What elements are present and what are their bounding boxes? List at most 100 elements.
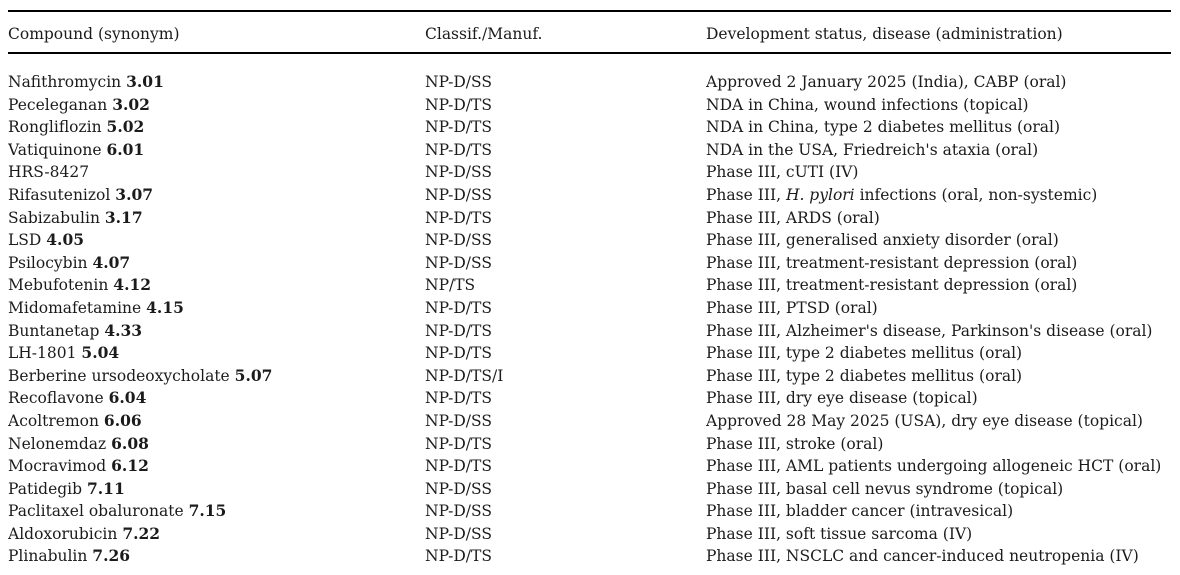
compound-cell: Peceleganan 3.02 [8,94,150,114]
classif-manuf-cell: NP-D/TS [425,434,492,453]
compound-cell: Sabizabulin 3.17 [8,207,143,227]
compound-table: Compound (synonym) Classif./Manuf. Devel… [8,10,1171,568]
compound-number: 7.11 [86,478,125,498]
column-header-development-status: Development status, disease (administrat… [706,25,1063,43]
compound-cell: Psilocybin 4.07 [8,252,131,272]
table-row: Buntanetap 4.33 NP-D/TS Phase III, Alzheim… [8,320,1171,343]
table-row: Psilocybin 4.07 NP-D/SS Phase III, treatme… [8,252,1171,275]
development-status-cell: NDA in China, type 2 diabetes mellitus (… [706,118,1061,137]
table-row: Acoltremon 6.06 NP-D/SS Approved 28 May 20… [8,410,1171,433]
compound-number: 4.05 [46,230,85,250]
compound-cell: Paclitaxel obaluronate 7.15 [8,501,227,521]
compound-cell: Buntanetap 4.33 [8,320,143,340]
compound-number: 3.07 [115,184,154,204]
table-row: Paclitaxel obaluronate 7.15 NP-D/SS Phase … [8,500,1171,523]
classif-manuf-cell: NP-D/TS [425,321,492,340]
development-status-cell: Phase III, basal cell nevus syndrome (to… [706,479,1064,498]
table-row: Rifasutenizol 3.07 NP-D/SS Phase III, H. p… [8,184,1171,207]
compound-number: 5.04 [81,343,120,363]
development-status-cell: Phase III, treatment-resistant depressio… [706,276,1078,295]
classif-manuf-cell: NP-D/SS [425,253,492,272]
table-row: Nafithromycin 3.01 NP-D/SS Approved 2 Janu… [8,53,1171,94]
compound-number: 4.07 [92,252,131,272]
compound-cell: Nafithromycin 3.01 [8,72,164,91]
column-header-compound: Compound (synonym) [8,25,180,43]
development-status-cell: Phase III, ARDS (oral) [706,208,880,227]
compound-cell: LH-1801 5.04 [8,343,120,363]
compound-cell: Mocravimod 6.12 [8,456,149,476]
compound-cell: Aldoxorubicin 7.22 [8,523,161,543]
table-row: Vatiquinone 6.01 NP-D/TS NDA in the USA, F… [8,139,1171,162]
compound-number: 4.12 [113,275,152,295]
table-row: Recoflavone 6.04 NP-D/TS Phase III, dry ey… [8,387,1171,410]
development-status-cell: Phase III, PTSD (oral) [706,298,878,317]
classif-manuf-cell: NP-D/SS [425,185,492,204]
development-status-cell: Phase III, AML patients undergoing allog… [706,457,1162,476]
development-status-cell: Phase III, dry eye disease (topical) [706,389,978,408]
compound-number: 5.07 [234,365,273,385]
journal-table-page: Compound (synonym) Classif./Manuf. Devel… [0,10,1180,575]
development-status-cell: Approved 28 May 2025 (USA), dry eye dise… [706,411,1143,430]
development-status-cell: NDA in China, wound infections (topical) [706,95,1029,114]
classif-manuf-cell: NP-D/SS [425,411,492,430]
compound-cell: Vatiquinone 6.01 [8,139,145,159]
compound-cell: Rongliflozin 5.02 [8,117,145,137]
classif-manuf-cell: NP-D/SS [425,524,492,543]
compound-number: 7.26 [92,546,131,566]
classif-manuf-cell: NP-D/SS [425,73,492,91]
table-row: Patidegib 7.11 NP-D/SS Phase III, basal ce… [8,478,1171,501]
table-row: Rongliflozin 5.02 NP-D/TS NDA in China, ty… [8,116,1171,139]
compound-number: 6.01 [106,139,145,159]
classif-manuf-cell: NP-D/TS [425,118,492,137]
classif-manuf-cell: NP-D/TS [425,457,492,476]
compound-number: 3.02 [112,94,150,114]
table-row: LH-1801 5.04 NP-D/TS Phase III, type 2 dia… [8,342,1171,365]
compound-cell: Mebufotenin 4.12 [8,275,152,295]
development-status-cell: Phase III, cUTI (IV) [706,163,859,182]
development-status-cell: Phase III, generalised anxiety disorder … [706,231,1059,250]
development-status-cell: Phase III, treatment-resistant depressio… [706,253,1078,272]
classif-manuf-cell: NP-D/TS [425,344,492,363]
development-status-cell: Phase III, stroke (oral) [706,434,884,453]
compound-number: 6.04 [108,388,147,408]
development-status-cell: Phase III, soft tissue sarcoma (IV) [706,524,973,543]
development-status-cell: Phase III, type 2 diabetes mellitus (ora… [706,366,1023,385]
compound-number: 6.06 [103,410,142,430]
table-row: Mebufotenin 4.12 NP/TS Phase III, treatmen… [8,274,1171,297]
table-body: Nafithromycin 3.01 NP-D/SS Approved 2 Janu… [8,53,1171,568]
compound-cell: Berberine ursodeoxycholate 5.07 [8,365,273,385]
table-row: LSD 4.05 NP-D/SS Phase III, generalised an… [8,229,1171,252]
classif-manuf-cell: NP-D/TS [425,95,492,114]
classif-manuf-cell: NP-D/TS [425,140,492,159]
table-row: Mocravimod 6.12 NP-D/TS Phase III, AML pat… [8,455,1171,478]
table-row: Midomafetamine 4.15 NP-D/TS Phase III, PTS… [8,297,1171,320]
classif-manuf-cell: NP-D/TS/I [425,366,504,385]
compound-cell: Nelonemdaz 6.08 [8,433,149,453]
development-status-cell: Phase III, bladder cancer (intravesical) [706,502,1014,521]
classif-manuf-cell: NP-D/TS [425,389,492,408]
table-row: Sabizabulin 3.17 NP-D/TS Phase III, ARDS (… [8,207,1171,230]
header-row: Compound (synonym) Classif./Manuf. Devel… [8,11,1171,53]
table-row: Berberine ursodeoxycholate 5.07 NP-D/TS/I… [8,365,1171,388]
compound-number: 6.08 [111,433,149,453]
compound-number: 3.17 [104,207,143,227]
compound-cell: Recoflavone 6.04 [8,388,147,408]
compound-cell: HRS-8427 [8,163,90,182]
compound-cell: Acoltremon 6.06 [8,410,142,430]
compound-number: 5.02 [106,117,145,137]
compound-number: 6.12 [111,456,149,476]
table-header: Compound (synonym) Classif./Manuf. Devel… [8,11,1171,53]
compound-number: 7.15 [188,501,227,521]
compound-cell: LSD 4.05 [8,230,85,250]
compound-number: 4.15 [146,297,184,317]
development-status-cell: Phase III, NSCLC and cancer-induced neut… [706,547,1139,566]
compound-cell: Patidegib 7.11 [8,478,125,498]
table-row: Aldoxorubicin 7.22 NP-D/SS Phase III, soft… [8,523,1171,546]
compound-cell: Rifasutenizol 3.07 [8,184,154,204]
table-row: HRS-8427 NP-D/SS Phase III, cUTI (IV) [8,161,1171,184]
classif-manuf-cell: NP-D/TS [425,208,492,227]
development-status-cell: Phase III, Alzheimer's disease, Parkinso… [706,321,1153,340]
classif-manuf-cell: NP-D/TS [425,298,492,317]
classif-manuf-cell: NP-D/SS [425,231,492,250]
table-row: Peceleganan 3.02 NP-D/TS NDA in China, wou… [8,94,1171,117]
